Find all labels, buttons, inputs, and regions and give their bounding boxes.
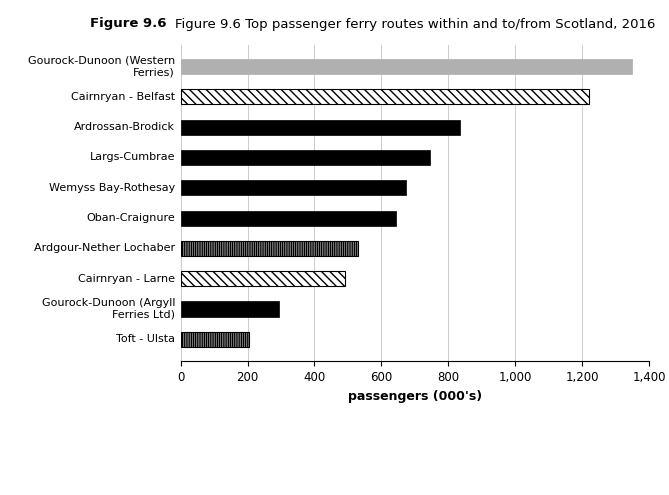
- Bar: [181, 271, 345, 286]
- Bar: [181, 210, 396, 226]
- Bar: [181, 180, 407, 196]
- Bar: [181, 332, 250, 347]
- Bar: [181, 301, 280, 317]
- X-axis label: passengers (000's): passengers (000's): [348, 390, 482, 402]
- Title: Figure 9.6 Top passenger ferry routes within and to/from Scotland, 2016: Figure 9.6 Top passenger ferry routes wi…: [175, 18, 655, 31]
- Bar: [181, 150, 429, 165]
- Bar: [181, 241, 358, 256]
- Bar: [181, 59, 632, 74]
- Bar: [181, 89, 589, 104]
- Bar: [181, 120, 460, 135]
- Text: Figure 9.6 Top passenger ferry routes within and to/from Scotland, 2016: Figure 9.6 Top passenger ferry routes wi…: [0, 494, 1, 495]
- Text: Figure 9.6: Figure 9.6: [90, 17, 167, 30]
